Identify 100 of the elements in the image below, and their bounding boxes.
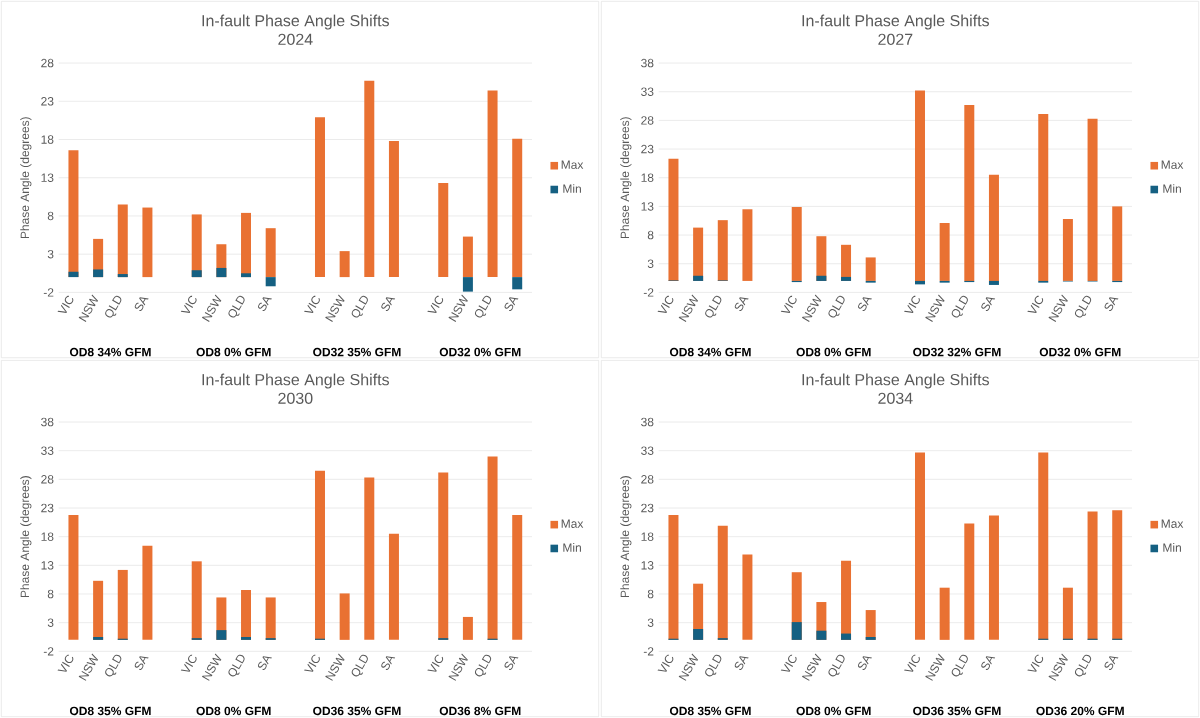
bar bbox=[914, 90, 925, 281]
legend-label: Max bbox=[1161, 160, 1184, 169]
chart-title: In-fault Phase Angle Shifts bbox=[202, 373, 390, 389]
bar bbox=[964, 523, 975, 640]
bar bbox=[791, 206, 802, 281]
x-tick-label: VIC bbox=[780, 654, 797, 672]
y-tick-label: 13 bbox=[641, 202, 654, 211]
bar bbox=[1038, 114, 1049, 281]
x-tick-label: VIC bbox=[427, 295, 444, 313]
bar bbox=[487, 456, 498, 640]
bar bbox=[438, 472, 449, 640]
x-tick-label: VIC bbox=[1027, 295, 1044, 313]
chart-title: In-fault Phase Angle Shifts bbox=[802, 14, 990, 30]
x-tick-label: VIC bbox=[904, 654, 920, 672]
bar bbox=[314, 117, 325, 278]
legend-label: Max bbox=[1161, 519, 1184, 528]
bar bbox=[364, 80, 375, 278]
y-tick-label: 8 bbox=[47, 211, 54, 221]
bar bbox=[438, 183, 449, 278]
bar bbox=[462, 277, 473, 292]
bar bbox=[841, 633, 852, 640]
y-tick-label: 8 bbox=[647, 230, 654, 240]
text: OD8 34% GFM bbox=[669, 347, 751, 357]
x-tick-label: VIC bbox=[1027, 654, 1044, 672]
y-tick-label: 38 bbox=[641, 58, 654, 68]
text: OD32 32% GFM bbox=[913, 347, 1001, 357]
y-tick-label: -2 bbox=[43, 288, 54, 297]
bar bbox=[339, 593, 350, 640]
chart-subtitle: 2030 bbox=[278, 392, 313, 404]
bar bbox=[216, 630, 227, 640]
bar bbox=[791, 622, 802, 640]
bar bbox=[388, 141, 399, 278]
bar bbox=[1062, 587, 1073, 640]
bar bbox=[512, 277, 523, 290]
bar bbox=[93, 637, 104, 640]
bar bbox=[742, 554, 753, 640]
y-tick-label: 23 bbox=[641, 503, 654, 513]
x-tick-label: SA bbox=[981, 656, 996, 671]
text: OD8 35% GFM bbox=[69, 706, 151, 716]
bar bbox=[865, 610, 876, 640]
bar bbox=[717, 220, 728, 281]
y-tick-label: 13 bbox=[641, 561, 654, 570]
y-tick-label: -2 bbox=[43, 647, 54, 656]
x-tick-label: SA bbox=[381, 656, 396, 671]
bar bbox=[841, 276, 852, 281]
bar bbox=[668, 158, 679, 281]
x-tick-label: SA bbox=[381, 297, 396, 312]
bar bbox=[388, 533, 399, 640]
text: OD8 0% GFM bbox=[796, 706, 871, 716]
x-tick-label: VIC bbox=[180, 654, 197, 672]
bar bbox=[1062, 219, 1073, 281]
bar bbox=[93, 269, 104, 278]
x-tick-label: VIC bbox=[657, 654, 674, 672]
y-tick-label: 28 bbox=[41, 475, 54, 484]
y-tick-label: 23 bbox=[641, 144, 654, 154]
bar bbox=[117, 274, 128, 278]
x-tick-label: SA bbox=[258, 297, 272, 312]
chart-subtitle: 2024 bbox=[278, 33, 313, 46]
chart-title: In-fault Phase Angle Shifts bbox=[202, 14, 390, 30]
y-tick-label: 23 bbox=[41, 97, 54, 106]
bar bbox=[241, 273, 252, 278]
y-tick-label: 38 bbox=[641, 417, 654, 427]
text: OD8 0% GFM bbox=[796, 347, 871, 357]
chart-title: In-fault Phase Angle Shifts bbox=[802, 373, 990, 389]
text: OD36 35% GFM bbox=[913, 706, 1001, 716]
bar bbox=[216, 267, 227, 278]
y-tick-label: 28 bbox=[641, 475, 654, 484]
bar bbox=[265, 277, 276, 287]
bar bbox=[1112, 206, 1123, 281]
text: OD8 0% GFM bbox=[196, 706, 271, 716]
y-tick-label: 13 bbox=[41, 561, 54, 570]
y-axis-title: Phase Angle (degrees) bbox=[620, 117, 632, 239]
legend-label: Min bbox=[1163, 184, 1181, 193]
bar bbox=[142, 207, 153, 278]
bar bbox=[1087, 118, 1098, 281]
y-axis-title: Phase Angle (degrees) bbox=[20, 117, 32, 239]
legend-label: Max bbox=[561, 160, 584, 169]
chart-subtitle: 2027 bbox=[878, 33, 913, 46]
text: OD32 0% GFM bbox=[1039, 347, 1121, 357]
x-tick-label: SA bbox=[1104, 297, 1119, 312]
x-tick-label: SA bbox=[504, 297, 519, 312]
bar bbox=[265, 228, 276, 278]
bar bbox=[265, 597, 276, 640]
bar bbox=[339, 251, 350, 278]
y-axis-title: Phase Angle (degrees) bbox=[20, 476, 32, 598]
y-tick-label: 8 bbox=[647, 589, 654, 599]
bar bbox=[241, 637, 252, 640]
text: OD8 0% GFM bbox=[196, 347, 271, 357]
legend-label: Min bbox=[563, 543, 581, 552]
x-tick-label: VIC bbox=[304, 295, 320, 313]
x-tick-label: VIC bbox=[180, 295, 197, 313]
legend-label: Max bbox=[561, 519, 584, 528]
x-tick-label: VIC bbox=[304, 654, 320, 672]
bar bbox=[816, 275, 827, 281]
y-tick-label: 18 bbox=[41, 532, 54, 541]
bar bbox=[939, 223, 950, 281]
bar bbox=[964, 104, 975, 281]
text: OD36 8% GFM bbox=[439, 706, 521, 716]
x-tick-label: VIC bbox=[904, 295, 920, 313]
bar bbox=[364, 477, 375, 640]
